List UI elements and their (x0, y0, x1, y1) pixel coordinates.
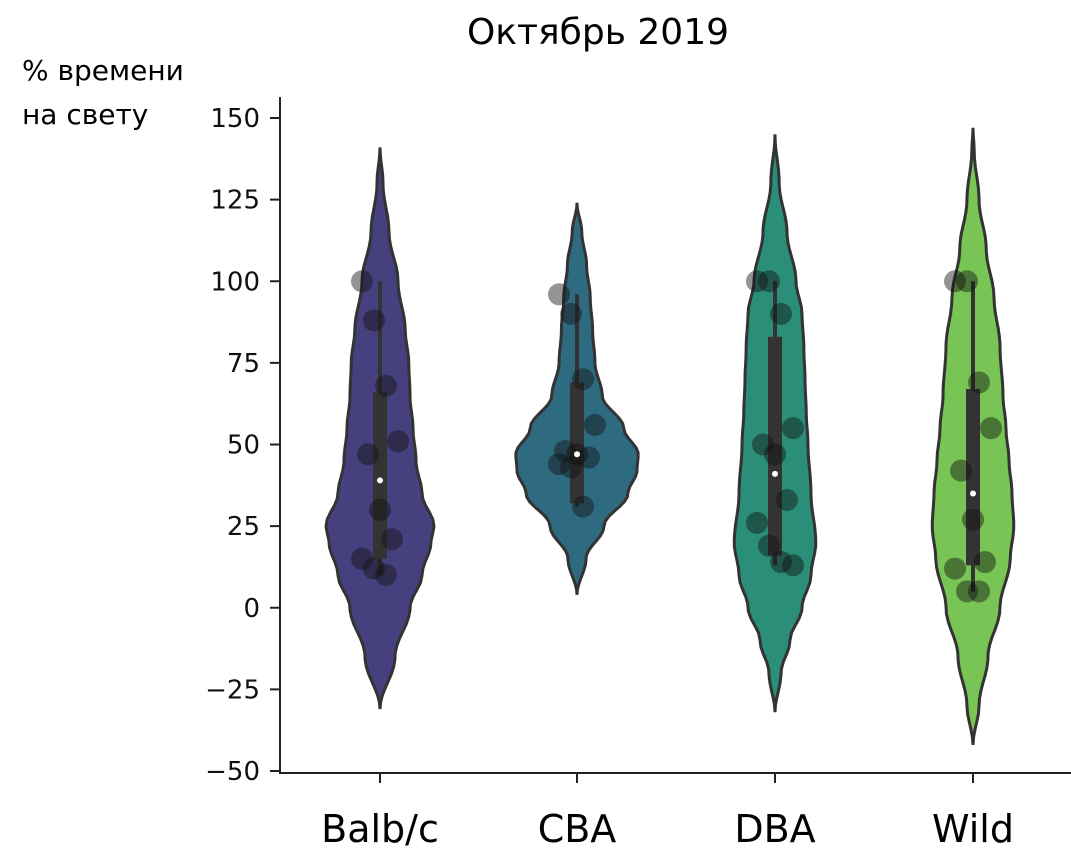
data-point (968, 371, 990, 394)
data-point (381, 528, 403, 551)
y-tick-label: −25 (205, 675, 260, 705)
y-tick-label: 50 (227, 431, 260, 461)
violin-wild (930, 127, 1016, 746)
data-point (968, 580, 990, 603)
data-point (363, 309, 385, 332)
data-point (770, 551, 792, 574)
data-point (746, 270, 768, 293)
iqr-box (570, 382, 584, 504)
data-point (746, 511, 768, 534)
y-tick-label: −50 (205, 757, 260, 787)
y-axis-label-line-2: на свету (22, 98, 148, 131)
y-tick-label: 125 (210, 186, 260, 216)
y-tick-label: 0 (243, 594, 260, 624)
data-point (758, 534, 780, 557)
data-point (776, 489, 798, 512)
y-axis: −50 −25 0 25 50 75 100 125 150 (205, 97, 281, 787)
violins (324, 127, 1016, 746)
y-tick-label: 75 (227, 349, 260, 379)
data-point (375, 374, 397, 397)
y-tick-label: 25 (227, 512, 260, 542)
data-point (560, 302, 582, 325)
data-point (369, 498, 391, 521)
data-point (375, 564, 397, 587)
data-point (944, 557, 966, 580)
median-marker (377, 477, 383, 484)
violin-balb-c (324, 147, 436, 710)
data-point (956, 270, 978, 293)
x-tick-label: DBA (734, 807, 815, 851)
data-point (974, 551, 996, 574)
data-point (572, 495, 594, 518)
data-point (548, 283, 570, 306)
data-point (363, 557, 385, 580)
data-point (548, 453, 570, 476)
data-point (980, 417, 1002, 440)
iqr-box (966, 388, 980, 566)
data-point (770, 302, 792, 325)
iqr-box (373, 392, 387, 559)
data-point (764, 443, 786, 466)
median-marker (970, 490, 976, 497)
violin-cba (514, 202, 640, 595)
y-axis-label-line-1: % времени (22, 54, 184, 87)
y-tick-label: 100 (210, 267, 260, 297)
median-marker (574, 451, 580, 458)
violin-dba (732, 134, 818, 713)
data-point (956, 580, 978, 603)
data-point (351, 270, 373, 293)
chart-title: Октябрь 2019 (467, 12, 729, 53)
data-point (962, 508, 984, 531)
x-tick-label: CBA (538, 807, 617, 851)
data-point (782, 554, 804, 577)
data-point (387, 430, 409, 453)
x-tick-label: Balb/c (321, 807, 439, 851)
x-tick-label: Wild (932, 807, 1014, 851)
data-point (584, 413, 606, 436)
data-point (560, 456, 582, 479)
data-point (357, 443, 379, 466)
iqr-box (768, 336, 782, 556)
data-point (554, 440, 576, 463)
y-tick-label: 150 (210, 104, 260, 134)
data-point (351, 547, 373, 570)
data-point (578, 446, 600, 469)
data-point (758, 270, 780, 293)
data-point (782, 417, 804, 440)
x-axis: Balb/c CBA DBA Wild (279, 772, 1071, 851)
data-point (752, 433, 774, 456)
data-point (572, 368, 594, 391)
median-marker (772, 470, 778, 477)
data-point (950, 459, 972, 482)
data-point (944, 270, 966, 293)
